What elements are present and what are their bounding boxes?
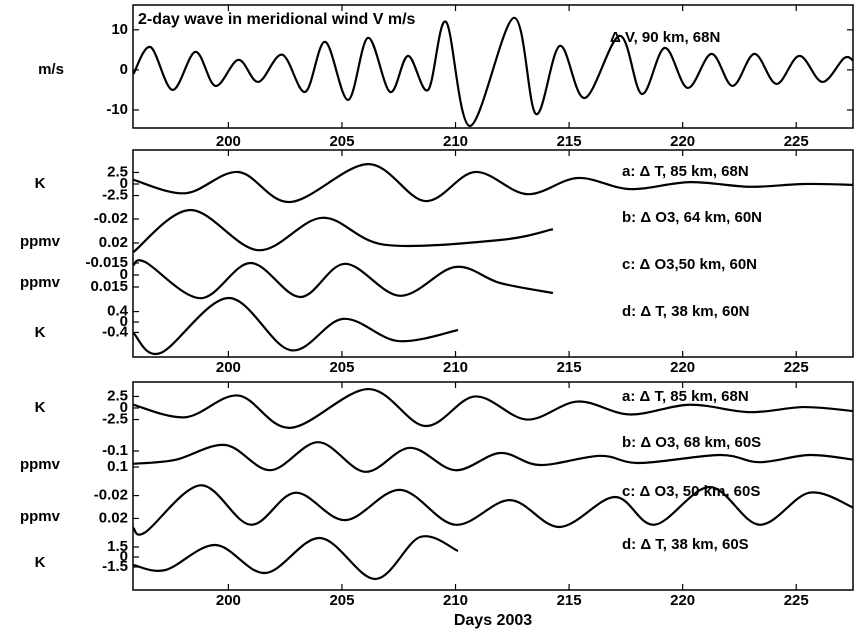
series-label: a: Δ T, 85 km, 68N: [622, 163, 749, 180]
x-tick-label: 205: [329, 133, 354, 150]
y-tick-label: -0.4: [102, 323, 129, 340]
x-tick-label: 220: [670, 592, 695, 609]
x-tick-label: 225: [784, 359, 809, 376]
series-line: [133, 535, 459, 581]
x-axis-label: Days 2003: [454, 612, 532, 629]
y-tick-label: 10: [111, 21, 128, 38]
series-label: a: Δ T, 85 km, 68N: [622, 388, 749, 405]
y-tick-label: 0: [120, 175, 128, 192]
series-line: [133, 16, 853, 128]
y-tick-label: 2.5: [107, 163, 128, 180]
y-tick-label: 0: [120, 313, 128, 330]
y-tick-label: -0.1: [102, 442, 128, 459]
y-axis-label: K: [35, 324, 46, 341]
series-label: d: Δ T, 38 km, 60N: [622, 303, 750, 320]
y-tick-label: -2.5: [102, 187, 128, 204]
panel-frame: [132, 149, 854, 358]
y-tick-label: 0.02: [99, 509, 128, 526]
x-tick-label: 215: [557, 359, 582, 376]
y-axis-label: ppmv: [20, 456, 61, 473]
x-tick-label: 220: [670, 359, 695, 376]
x-tick-label: 200: [216, 133, 241, 150]
x-tick-label: 210: [443, 133, 468, 150]
series-line: [133, 208, 554, 253]
series-line: [133, 296, 459, 356]
y-tick-label: -2.5: [102, 411, 128, 428]
x-tick-label: 210: [443, 359, 468, 376]
y-axis-label: K: [35, 399, 46, 416]
series-label: b: Δ O3, 64 km, 60N: [622, 209, 762, 226]
series-label: c: Δ O3,50 km, 60N: [622, 256, 757, 273]
x-tick-label: 225: [784, 133, 809, 150]
y-tick-label: 1.5: [107, 538, 128, 555]
y-axis-label: K: [35, 554, 46, 571]
y-tick-label: 0.4: [107, 303, 129, 320]
series-line: [133, 163, 853, 204]
y-tick-label: 0: [120, 61, 128, 78]
series-line: [133, 441, 853, 473]
y-tick-label: -10: [106, 101, 128, 118]
chart-title: 2-day wave in meridional wind V m/s: [138, 11, 416, 28]
y-tick-label: 0.015: [90, 278, 128, 295]
y-axis-label: K: [35, 175, 46, 192]
series-line: [133, 484, 853, 536]
series-line: [133, 259, 554, 300]
series-label: Δ V, 90 km, 68N: [610, 29, 720, 46]
x-tick-label: 205: [329, 592, 354, 609]
series-label: d: Δ T, 38 km, 60S: [622, 536, 749, 553]
y-axis-label: ppmv: [20, 233, 61, 250]
y-tick-label: -0.02: [94, 210, 128, 227]
x-tick-label: 205: [329, 359, 354, 376]
y-tick-label: 0.1: [107, 458, 128, 475]
y-tick-label: -1.5: [102, 558, 128, 575]
y-tick-label: 0: [120, 548, 128, 565]
x-tick-label: 200: [216, 359, 241, 376]
y-tick-label: 2.5: [107, 387, 128, 404]
panel-frame: [132, 381, 854, 591]
x-tick-label: 215: [557, 592, 582, 609]
x-tick-label: 215: [557, 133, 582, 150]
x-tick-label: 210: [443, 592, 468, 609]
panel-frame: [132, 4, 854, 129]
x-tick-label: 220: [670, 133, 695, 150]
series-label: b: Δ O3, 68 km, 60S: [622, 434, 761, 451]
y-axis-label: m/s: [38, 61, 64, 78]
y-axis-label: ppmv: [20, 274, 61, 291]
x-tick-label: 200: [216, 592, 241, 609]
y-tick-label: 0.02: [99, 234, 128, 251]
x-tick-label: 225: [784, 592, 809, 609]
series-line: [133, 387, 853, 429]
y-axis-label: ppmv: [20, 508, 61, 525]
y-tick-label: 0: [120, 266, 128, 283]
y-tick-label: 0: [120, 399, 128, 416]
y-tick-label: -0.015: [85, 254, 128, 271]
y-tick-label: -0.02: [94, 487, 128, 504]
